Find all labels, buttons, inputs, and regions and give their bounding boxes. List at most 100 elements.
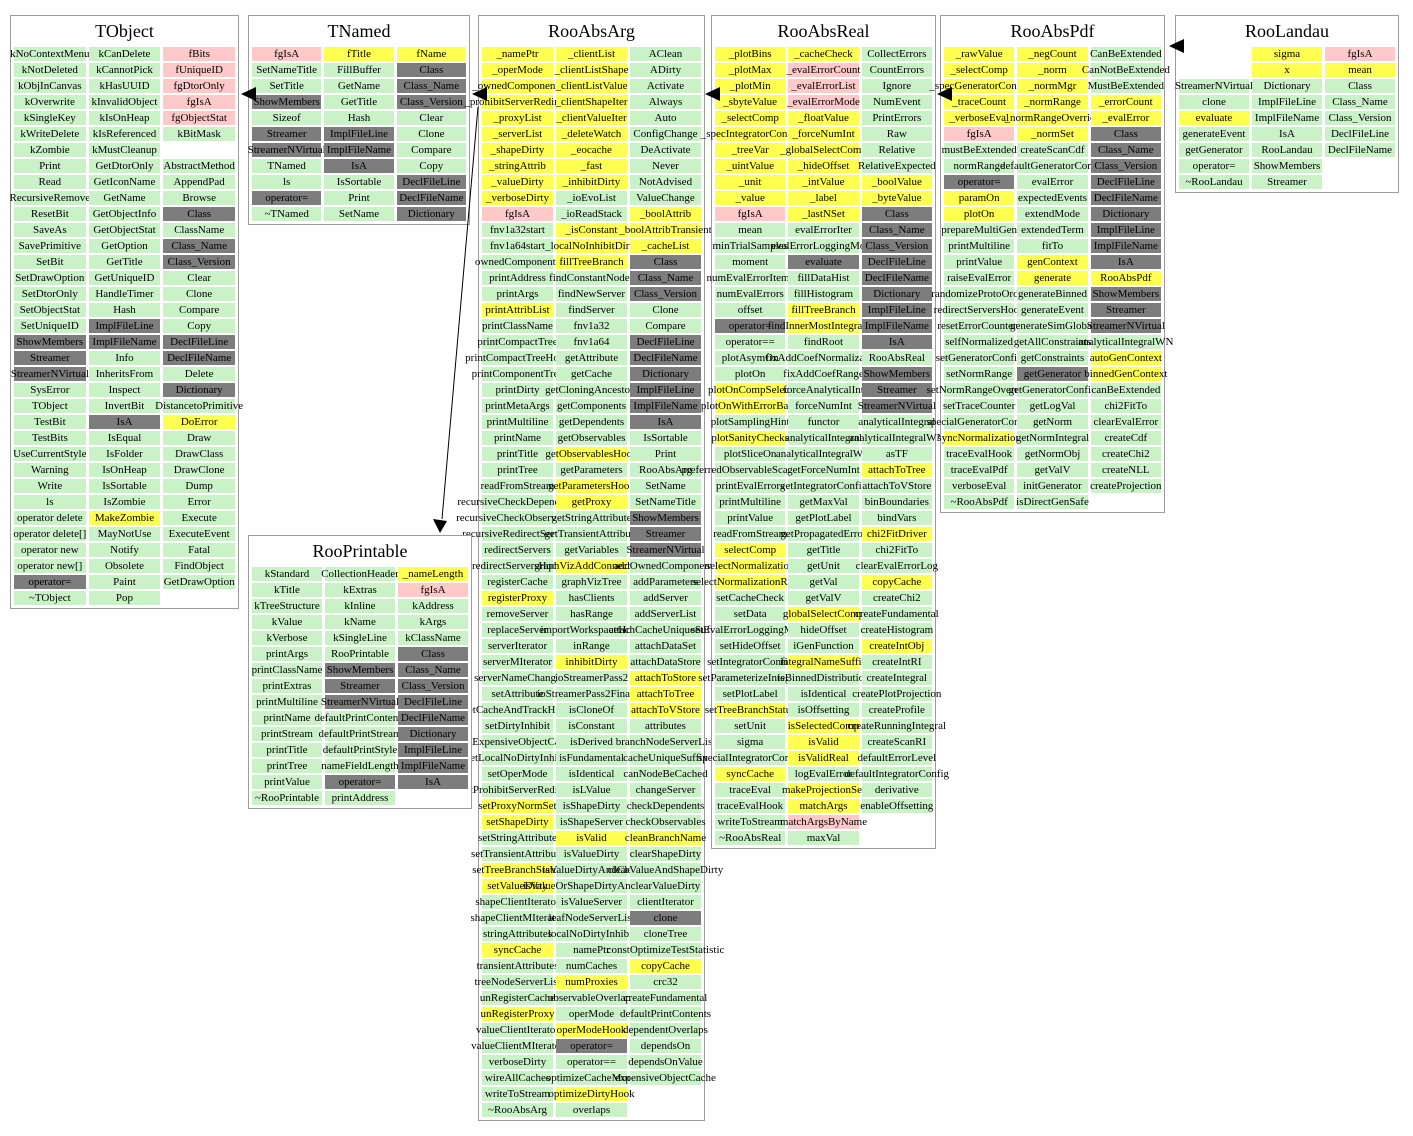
member-cell[interactable]: AClean [630,47,701,61]
member-cell[interactable]: GetName [88,191,161,205]
member-cell[interactable]: isDerived [556,735,627,749]
member-cell[interactable]: GetDrawOption [163,575,235,589]
member-cell[interactable]: getCloningAncestors [545,383,638,397]
member-cell[interactable]: _specIntegratorConfig [700,127,800,141]
member-cell[interactable]: printName [252,711,322,725]
member-cell[interactable]: printArgs [482,287,553,301]
member-cell[interactable]: iGenFunction [788,639,859,653]
member-cell[interactable]: DeclFileLine [1090,175,1161,189]
member-cell[interactable]: isValueDirty [556,847,627,861]
member-cell[interactable]: FillBuffer [324,63,394,77]
member-cell[interactable]: setDirtyInhibit [482,719,553,733]
member-cell[interactable]: Clone [163,287,235,301]
member-cell[interactable]: RecursiveRemove [9,191,91,205]
member-cell[interactable]: fName [396,47,466,61]
member-cell[interactable]: printStream [252,727,322,741]
member-cell[interactable]: Class_Name [630,271,701,285]
member-cell[interactable]: Hash [324,111,394,125]
member-cell[interactable]: createCdf [1090,431,1161,445]
member-cell[interactable]: readFromStream [480,479,555,493]
member-cell[interactable]: PrintErrors [861,111,932,125]
member-cell[interactable]: optimizeCacheMode [545,1071,638,1085]
member-cell[interactable]: checkObservables [625,815,706,829]
member-cell[interactable]: Auto [630,111,701,125]
member-cell[interactable]: dependsOnValue [628,1055,703,1069]
member-cell[interactable]: kZombie [14,143,86,157]
member-cell[interactable]: _errorCount [1090,95,1161,109]
member-cell[interactable]: isIdentical [556,767,627,781]
member-cell[interactable]: extendMode [1017,207,1088,221]
member-cell[interactable]: leafNodeServerList [548,911,635,925]
member-cell[interactable]: setValueDirty [482,879,553,893]
member-cell[interactable]: printAttribList [482,303,553,317]
member-cell[interactable]: mean [715,223,786,237]
member-cell[interactable]: printEvalErrors [715,479,786,493]
member-cell[interactable]: fillDataHist [788,271,859,285]
member-cell[interactable]: findServer [556,303,627,317]
member-cell[interactable]: Class_Name [1325,95,1395,109]
member-cell[interactable]: Class_Version [861,239,932,253]
member-cell[interactable]: asTF [861,447,932,461]
member-cell[interactable]: printAddress [325,791,395,805]
member-cell[interactable]: setTransientAttribute [470,847,565,861]
member-cell[interactable]: Dictionary [1252,79,1322,93]
member-cell[interactable]: kInline [325,599,395,613]
member-cell[interactable]: Print [324,191,394,205]
member-cell[interactable]: stringAttributes [482,927,553,941]
member-cell[interactable]: Dictionary [630,367,701,381]
member-cell[interactable]: createScanRI [861,735,932,749]
member-cell[interactable]: _inhibitDirty [556,175,627,189]
member-cell[interactable]: isSelectedComp [787,719,860,733]
member-cell[interactable]: setHideOffset [715,639,786,653]
member-cell[interactable]: Pop [88,591,161,605]
member-cell[interactable]: printExtras [252,679,322,693]
member-cell[interactable]: mustBeExtended [941,143,1017,157]
member-cell[interactable]: offset [715,303,786,317]
member-cell[interactable]: _treeVar [715,143,786,157]
member-cell[interactable]: printTree [252,759,322,773]
member-cell[interactable]: operModeHook [556,1023,627,1037]
member-cell[interactable]: isShapeDirty [556,799,627,813]
member-cell[interactable]: _isConstant [556,223,627,237]
member-cell[interactable]: cacheUniqueSuffix [623,751,708,765]
member-cell[interactable]: crc32 [630,975,701,989]
member-cell[interactable]: _evalErrorList [788,79,859,93]
member-cell[interactable]: ImplFileLine [630,383,701,397]
member-cell[interactable]: Streamer [630,527,701,541]
member-cell[interactable]: _normMgr [1017,79,1088,93]
member-cell[interactable]: numProxies [556,975,627,989]
member-cell[interactable]: selfNormalized [944,335,1015,349]
member-cell[interactable]: InvertBit [88,399,161,413]
member-cell[interactable]: fgIsA [398,583,468,597]
member-cell[interactable]: Class [163,207,235,221]
member-cell[interactable]: fTitle [324,47,394,61]
member-cell[interactable]: _sbyteValue [715,95,786,109]
member-cell[interactable]: Class [630,255,701,269]
member-cell[interactable]: setUnit [715,719,786,733]
member-cell[interactable]: traceEvalPdf [944,463,1015,477]
member-cell[interactable]: _intValue [788,175,859,189]
member-cell[interactable]: kOverwrite [14,95,86,109]
member-cell[interactable]: kTreeStructure [252,599,322,613]
member-cell[interactable]: operator new[] [14,559,86,573]
member-cell[interactable]: createIntegral [861,671,932,685]
member-cell[interactable]: Clone [630,303,701,317]
member-cell[interactable]: _label [788,191,859,205]
member-cell[interactable]: valueClientMIterator [471,1039,564,1053]
member-cell[interactable]: hideOffset [788,623,859,637]
member-cell[interactable]: operator delete[] [13,527,87,541]
member-cell[interactable]: SetName [630,479,701,493]
member-cell[interactable]: getNormObj [1017,447,1088,461]
member-cell[interactable]: printTitle [482,447,553,461]
member-cell[interactable]: _eocache [556,143,627,157]
member-cell[interactable]: fgIsA [715,207,786,221]
member-cell[interactable]: createProjection [1090,479,1162,493]
member-cell[interactable]: _negCount [1017,47,1088,61]
member-cell[interactable]: getUnit [788,559,859,573]
member-cell[interactable]: printCompactTreeHook [465,351,570,365]
member-cell[interactable]: kNotDeleted [14,63,86,77]
member-cell[interactable]: Compare [396,143,466,157]
member-cell[interactable]: Compare [630,319,701,333]
member-cell[interactable]: TNamed [252,159,322,173]
member-cell[interactable]: selectNormalization [705,559,795,573]
